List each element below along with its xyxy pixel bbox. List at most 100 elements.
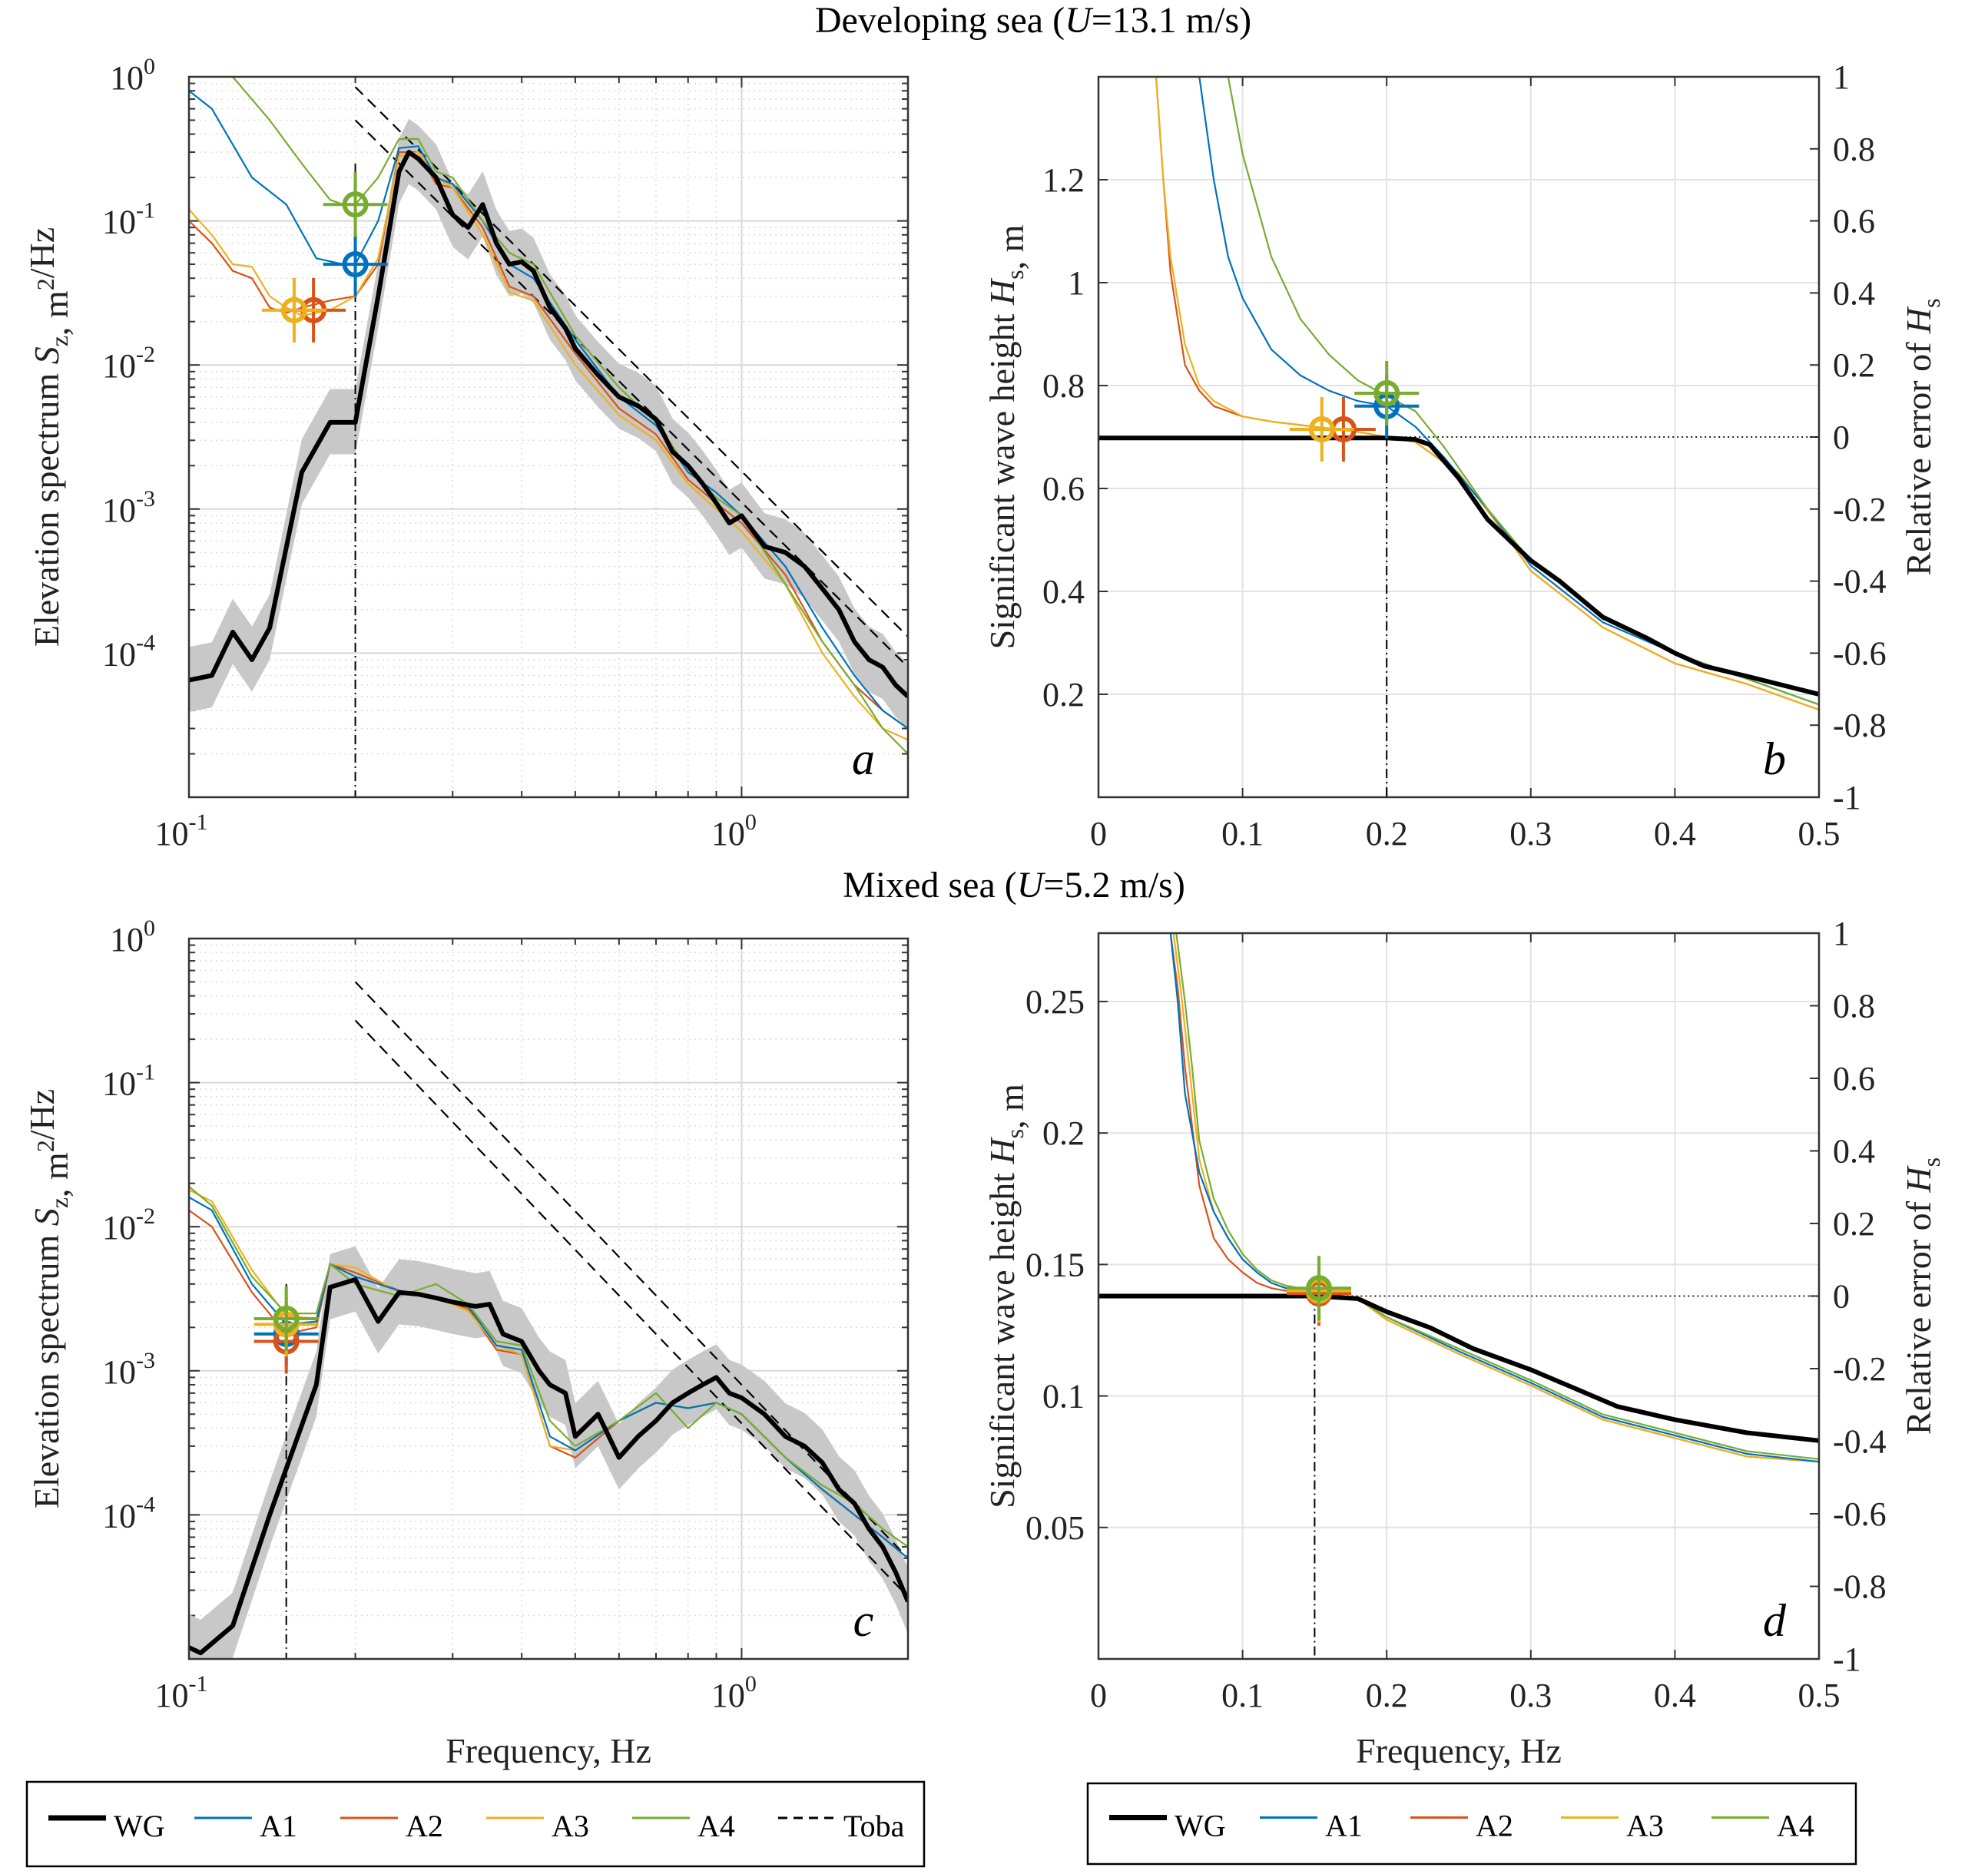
y2-tick-label: 0.4 (1833, 1133, 1875, 1170)
series-wg (1098, 1293, 1819, 1443)
legend-label-a2: A2 (406, 1809, 443, 1843)
marker-circle (342, 251, 369, 278)
tick-labels: 0 0.1 0.2 0.3 0.4 0.5 0.05 0.1 0.15 0.2 0.25 -1 -0.8… (1025, 915, 1887, 1714)
marker-a4 (1354, 361, 1420, 426)
y2-tick-label: -0.8 (1833, 707, 1887, 744)
y-tick-label: 10-4 (102, 1492, 155, 1535)
series-a4 (1227, 77, 1819, 706)
x-tick-label: 100 (711, 810, 757, 853)
y2-tick-label: 0 (1833, 419, 1850, 456)
title-bottom: Mixed sea (U=5.2 m/s) (843, 865, 1185, 906)
x-tick-label: 0.4 (1654, 815, 1696, 853)
axes-frame (1097, 75, 1821, 799)
legend-label-wg: WG (114, 1809, 165, 1843)
markers (253, 1286, 319, 1374)
x-tick-label: 10-1 (155, 1671, 208, 1714)
y-tick-label: 10-4 (102, 630, 155, 673)
markers (261, 172, 388, 343)
y2-tick-label: -0.2 (1833, 491, 1887, 528)
legend-item-a2: A2 (340, 1809, 443, 1843)
y2-axis-label: Relative error of Hs (1899, 1157, 1945, 1435)
legend-item-a1: A1 (1260, 1809, 1363, 1843)
x-tick-label: 0.1 (1221, 815, 1264, 853)
series-wg (1098, 435, 1819, 697)
y2-axis-label: Relative error of Hs (1899, 298, 1945, 575)
series-a3 (189, 151, 908, 741)
legend-label-a4: A4 (697, 1809, 735, 1843)
y-tick-label: 0.4 (1042, 573, 1085, 611)
marker-circle (280, 296, 307, 323)
x-tick-label: 0.4 (1654, 1677, 1696, 1714)
x-tick-label: 100 (711, 1671, 757, 1714)
markers (1287, 1256, 1352, 1326)
x-tick-label: 0.3 (1509, 1677, 1552, 1714)
y-tick-label: 0.2 (1042, 676, 1085, 714)
panel-d: 0 0.1 0.2 0.3 0.4 0.5 0.05 0.1 0.15 0.2 0.25 -1 -0.8… (982, 915, 1945, 1770)
y2-tick-label: -0.4 (1833, 1423, 1887, 1461)
y2-tick-label: 0.8 (1833, 131, 1875, 168)
axes-frame (187, 937, 910, 1660)
legend-label-a1: A1 (260, 1809, 297, 1843)
axes-frame (1097, 932, 1821, 1660)
x-tick-label: 0.5 (1798, 815, 1841, 853)
legend-label-wg: WG (1175, 1809, 1226, 1843)
y2-tick-label: 0.8 (1833, 988, 1875, 1025)
legend-left: WG A1 A2 A3 A4 Toba (25, 1780, 926, 1868)
y-axis-label: Significant wave height Hs, m (982, 224, 1031, 649)
plot-area (189, 77, 908, 797)
plot-area (189, 981, 908, 1659)
y2-tick-label: -0.2 (1833, 1350, 1887, 1388)
x-tick-label: 10-1 (155, 810, 208, 853)
marker-circle (1308, 416, 1335, 442)
y-tick-label: 100 (110, 915, 155, 959)
legend-label-a4: A4 (1777, 1809, 1814, 1843)
marker-circle (1306, 1275, 1333, 1302)
panel-a: 10-1 100 100 10-1 10-2 10-3 10-4 Elevation spec… (22, 54, 910, 853)
tick-labels: 0 0.1 0.2 0.3 0.4 0.5 0.2 0.4 0.6 0.8 1 1.2 -1 -0.8 -0… (1042, 58, 1887, 853)
y-tick-label: 10-2 (102, 342, 155, 385)
y-tick-label: 1.2 (1042, 161, 1085, 199)
marker-a1 (323, 232, 388, 297)
series-a4 (189, 1186, 908, 1548)
panel-letter: c (853, 1595, 874, 1646)
y-tick-label: 10-3 (102, 486, 155, 529)
y-tick-label: 0.1 (1042, 1378, 1085, 1415)
legend-item-a4: A4 (1711, 1809, 1814, 1843)
legend-label-a3: A3 (1626, 1809, 1664, 1843)
x-axis-label: Frequency, Hz (446, 1731, 651, 1770)
marker-circle (342, 191, 369, 218)
y2-tick-label: -1 (1833, 1641, 1861, 1678)
legend-item-wg: WG (1109, 1809, 1226, 1843)
y2-tick-label: -0.8 (1833, 1568, 1887, 1606)
plot-area (1098, 933, 1819, 1659)
legend-item-toba: Toba (778, 1809, 905, 1843)
y-tick-label: 10-1 (102, 198, 155, 241)
marker-a3 (1289, 396, 1354, 462)
y-axis-label: Elevation spectrum Sz, m2/Hz (22, 1089, 75, 1508)
markers (1289, 361, 1420, 462)
toba-line-1 (354, 981, 908, 1559)
legend-item-a4: A4 (632, 1809, 735, 1843)
y2-tick-label: -1 (1833, 779, 1861, 816)
series-a1 (1198, 77, 1819, 706)
y2-tick-label: 0 (1833, 1278, 1850, 1316)
x-tick-label: 0.2 (1366, 815, 1408, 853)
y-tick-label: 10-1 (102, 1060, 155, 1103)
series-a2 (1169, 933, 1819, 1463)
toba-line-2 (354, 1019, 908, 1598)
marker-a4 (323, 172, 388, 237)
legend-label-a1: A1 (1325, 1809, 1363, 1843)
y-tick-label: 100 (110, 54, 155, 97)
legend-right: WG A1 A2 A3 A4 (1086, 1782, 1857, 1866)
marker-a4 (1287, 1256, 1352, 1321)
marker-a3 (261, 277, 326, 343)
toba-line-1 (354, 86, 908, 637)
legend-item-a1: A1 (194, 1809, 297, 1843)
y-tick-label: 0.8 (1042, 367, 1085, 405)
x-tick-label: 0 (1090, 1677, 1107, 1714)
series-a3 (1155, 77, 1819, 711)
x-axis-label: Frequency, Hz (1356, 1731, 1562, 1770)
series-wg (189, 1277, 908, 1656)
marker-circle (273, 1305, 300, 1332)
